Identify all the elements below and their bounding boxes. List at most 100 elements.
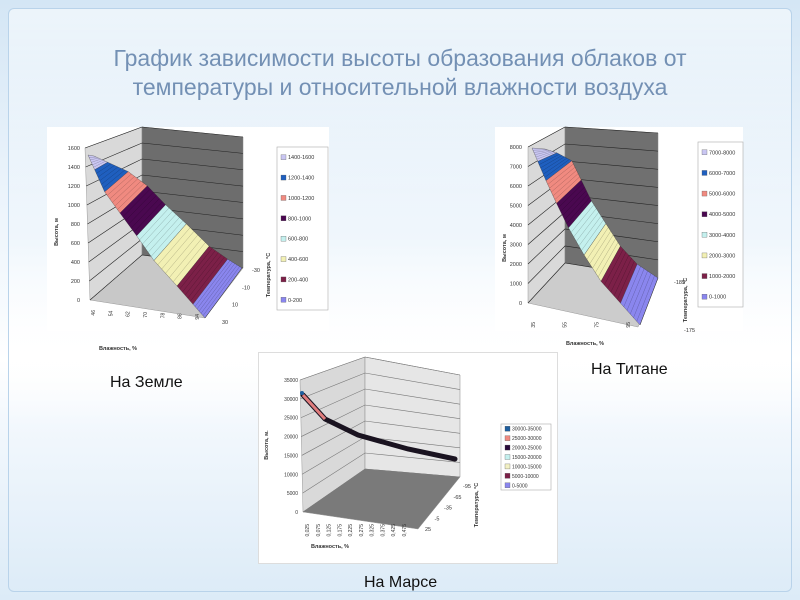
chart1-x-tick-label: 70	[143, 312, 149, 318]
chart3-x-tick-label: 0,375	[380, 524, 386, 537]
chart2-surface-hatch	[544, 159, 570, 178]
chart1-surface-hatch	[107, 173, 132, 196]
chart1-surface-hatch	[184, 252, 219, 296]
chart2-legend-swatch	[701, 294, 708, 300]
chart2-surface-hatch	[636, 275, 655, 322]
chart2-y-tick-label: 1000	[510, 282, 522, 288]
chart1-x-tick-label: 46	[91, 310, 97, 316]
chart1-legend-swatch	[280, 154, 287, 160]
chart1-surface-hatch	[200, 264, 238, 314]
chart1-x-tick-label: 86	[178, 313, 184, 319]
chart2-legend-label: 1000-2000	[709, 274, 735, 280]
chart3-y-tick-label: 10000	[284, 472, 298, 478]
chart1-surface-hatch	[109, 176, 135, 200]
chart2-z-axis-label: Температура, °С	[683, 278, 689, 322]
chart1-legend-label: 800-1000	[288, 216, 311, 222]
chart3-legend-swatch	[504, 444, 511, 451]
chart3-y-tick-label: 25000	[284, 416, 298, 422]
chart3-surface-peak	[300, 391, 304, 395]
chart1-z-tick-label: -10	[242, 285, 250, 291]
chart1-y-tick-label: 800	[71, 222, 80, 228]
chart1-surface-hatch	[93, 161, 106, 168]
chart1-surface-hatch	[90, 157, 99, 161]
chart2-legend-swatch	[701, 232, 708, 238]
chart2-y-tick-label: 4000	[510, 223, 522, 229]
chart2-legend-label: 7000-8000	[709, 150, 735, 156]
chart2-x-tick-label: 55	[563, 322, 569, 328]
chart3-legend-label: 10000-15000	[512, 464, 542, 470]
chart3-x-axis-label: Влажность, %	[311, 544, 349, 550]
chart1-gridline	[85, 142, 244, 168]
chart2-y-tick-label: 3000	[510, 243, 522, 249]
chart2-surface-hatch	[623, 266, 641, 307]
chart1-surface-hatch	[194, 260, 231, 307]
chart2-y-tick-label: 8000	[510, 145, 522, 151]
chart1-legend-swatch	[280, 276, 287, 283]
chart2-legend-swatch	[701, 252, 708, 259]
caption-mars: На Марсе	[364, 574, 438, 591]
chart3-gridline	[300, 388, 461, 418]
chart3-z-axis-label: Температура, °С	[474, 483, 480, 527]
chart1-surface-hatch	[117, 183, 145, 210]
chart1-y-tick-label: 400	[71, 260, 80, 266]
chart2-legend-swatch	[701, 149, 708, 155]
chart2-legend-swatch	[701, 190, 708, 197]
chart2-surface-edge	[639, 277, 659, 326]
chart3-x-tick-label: 0,275	[359, 524, 365, 537]
chart3-x-tick-label: 0,125	[327, 524, 333, 537]
chart2-surface-hatch	[573, 208, 597, 238]
chart2-surface-hatch	[535, 151, 554, 158]
chart3-y-tick-label: 30000	[284, 397, 298, 403]
chart1-gridline	[86, 174, 244, 206]
chart2-surface-hatch	[607, 252, 627, 289]
chart1-surface-hatch	[182, 250, 216, 293]
chart3-x-tick-label: 0,425	[391, 524, 397, 537]
chart1-surface-hatch	[96, 163, 112, 174]
chart3-legend-label: 5000-10000	[512, 474, 539, 480]
chart2-surface-hatch	[534, 150, 552, 155]
chart1-z-tick-label: 10	[232, 303, 238, 309]
chart2-surface-hatch	[630, 270, 648, 315]
chart3-y-tick-label: 15000	[284, 453, 298, 459]
chart1-surface-hatch	[139, 207, 170, 241]
chart2-gridline	[527, 228, 659, 265]
chart3-legend-swatch	[504, 473, 511, 479]
chart2-y-axis-label: Высота, м	[502, 234, 508, 262]
chart1-surface-edge	[204, 267, 243, 319]
chart2-z-tick-label: -175	[684, 328, 695, 334]
chart2-surface-hatch	[532, 149, 547, 151]
chart2-legend-label: 6000-7000	[709, 171, 735, 177]
chart2-surface-hatch	[604, 249, 624, 286]
chart2-surface-hatch	[551, 170, 577, 193]
chart3-legend-label: 30000-35000	[512, 427, 542, 433]
chart1-surface-hatch	[157, 227, 191, 265]
chart2-surface-hatch	[560, 186, 585, 212]
chart1-legend-label: 0-200	[288, 298, 302, 304]
chart1-surface-hatch	[190, 256, 225, 302]
chart1-legend-swatch	[280, 256, 287, 262]
chart1-y-tick-label: 1600	[68, 146, 80, 152]
chart3-legend-label: 0-5000	[512, 483, 528, 489]
chart1-surface-hatch	[150, 220, 184, 257]
chart1-surface-hatch	[130, 198, 160, 229]
chart2-surface-hatch	[547, 163, 574, 185]
chart1-surface-hatch	[128, 195, 157, 225]
chart1-surface-hatch	[196, 261, 233, 309]
chart2-x-tick-label: 35	[531, 322, 537, 328]
chart1-surface-hatch	[92, 159, 104, 166]
chart3-legend-swatch	[504, 426, 511, 432]
title-line-1: График зависимости высоты образования об…	[113, 45, 687, 71]
chart1-surface-hatch	[101, 168, 122, 185]
caption-earth: На Земле	[110, 374, 183, 391]
chart2-legend-label: 2000-3000	[709, 253, 735, 259]
chart3-z-tick-label: 25	[425, 527, 431, 533]
chart1-surface-hatch	[133, 201, 163, 233]
chart2-surface-hatch	[558, 183, 584, 208]
chart2-z-tick-label: -185	[674, 280, 685, 286]
chart2-surface-hatch	[566, 197, 590, 224]
chart1-x-tick-label: 54	[108, 310, 114, 316]
caption-titan: На Титане	[591, 361, 668, 378]
chart3-legend-swatch	[504, 435, 511, 441]
chart1-legend-swatch	[280, 297, 287, 303]
